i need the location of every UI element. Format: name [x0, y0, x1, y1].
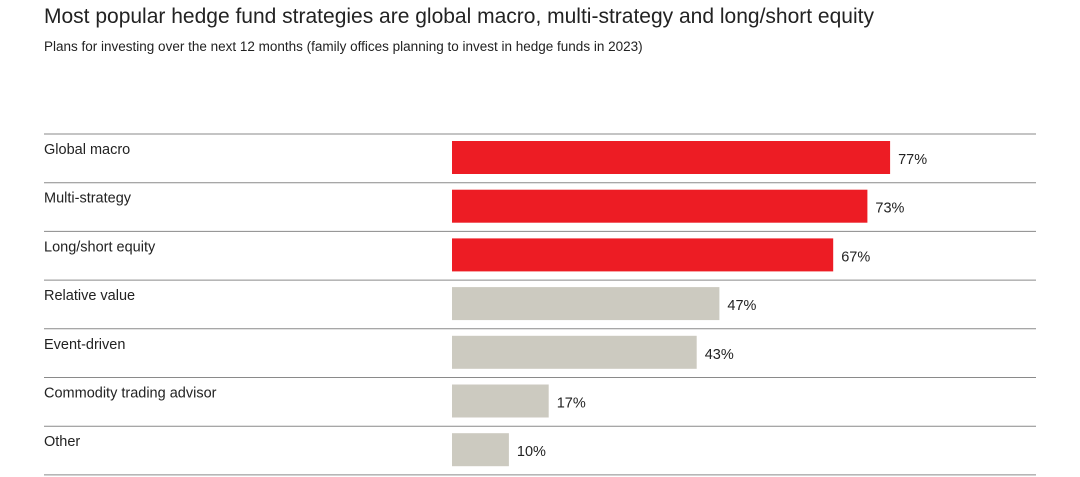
- data-label: 77%: [898, 152, 927, 168]
- category-label: Other: [44, 434, 80, 450]
- bar: [452, 433, 509, 467]
- data-label: 43%: [705, 347, 734, 363]
- category-label: Long/short equity: [44, 239, 156, 255]
- category-label: Commodity trading advisor: [44, 386, 217, 402]
- bar: [452, 141, 891, 174]
- data-label: 73%: [875, 201, 904, 217]
- bar: [452, 189, 868, 223]
- category-label: Global macro: [44, 142, 130, 158]
- category-label: Multi-strategy: [44, 191, 132, 207]
- bar: [452, 384, 549, 418]
- category-label: Relative value: [44, 288, 135, 304]
- bar: [452, 287, 720, 321]
- chart-title: Most popular hedge fund strategies are g…: [44, 5, 874, 28]
- bar: [452, 335, 697, 369]
- data-label: 10%: [517, 444, 546, 460]
- chart-subtitle: Plans for investing over the next 12 mon…: [44, 39, 643, 54]
- data-label: 47%: [727, 298, 756, 314]
- bar: [452, 238, 834, 272]
- category-label: Event-driven: [44, 337, 125, 353]
- data-label: 67%: [841, 249, 870, 265]
- data-label: 17%: [557, 396, 586, 412]
